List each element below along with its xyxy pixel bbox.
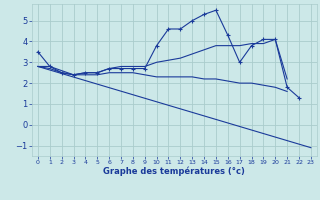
X-axis label: Graphe des températures (°c): Graphe des températures (°c)	[103, 167, 245, 176]
